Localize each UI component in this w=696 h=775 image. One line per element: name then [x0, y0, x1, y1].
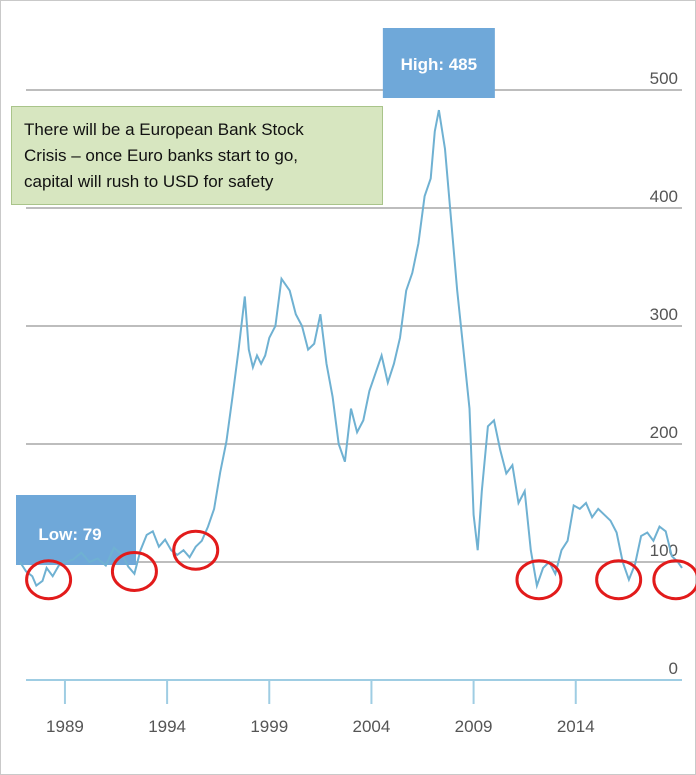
highlight-circle — [172, 529, 220, 571]
highlight-circle — [25, 559, 73, 601]
x-tick-label: 2009 — [455, 717, 493, 736]
x-tick-label: 1994 — [148, 717, 186, 736]
y-tick-label: 200 — [650, 423, 678, 442]
highlight-circle — [652, 559, 696, 601]
x-tick-label: 1999 — [250, 717, 288, 736]
value-tags: High: 485 Low: 79 — [16, 28, 495, 565]
low-tag-label: Low: 79 — [38, 525, 101, 544]
y-tick-label: 300 — [650, 305, 678, 324]
grid-lines — [26, 89, 682, 563]
highlight-circles — [25, 529, 696, 601]
y-tick-label: 400 — [650, 187, 678, 206]
highlight-circle — [515, 559, 563, 601]
x-tick-label: 2004 — [353, 717, 391, 736]
x-tick-label: 1989 — [46, 717, 84, 736]
y-tick-label: 0 — [669, 659, 678, 678]
x-axis: 1989 1994 1999 2004 2009 2014 — [26, 679, 682, 736]
annotation-note: There will be a European Bank Stock Cris… — [11, 106, 383, 205]
series-line — [19, 109, 683, 590]
x-tick-label: 2014 — [557, 717, 595, 736]
high-tag-label: High: 485 — [401, 55, 478, 74]
low-tag-box — [16, 495, 136, 565]
high-tag-box — [382, 28, 495, 98]
y-tick-label: 500 — [650, 69, 678, 88]
highlight-circle — [595, 559, 643, 601]
highlight-circle — [110, 550, 158, 592]
